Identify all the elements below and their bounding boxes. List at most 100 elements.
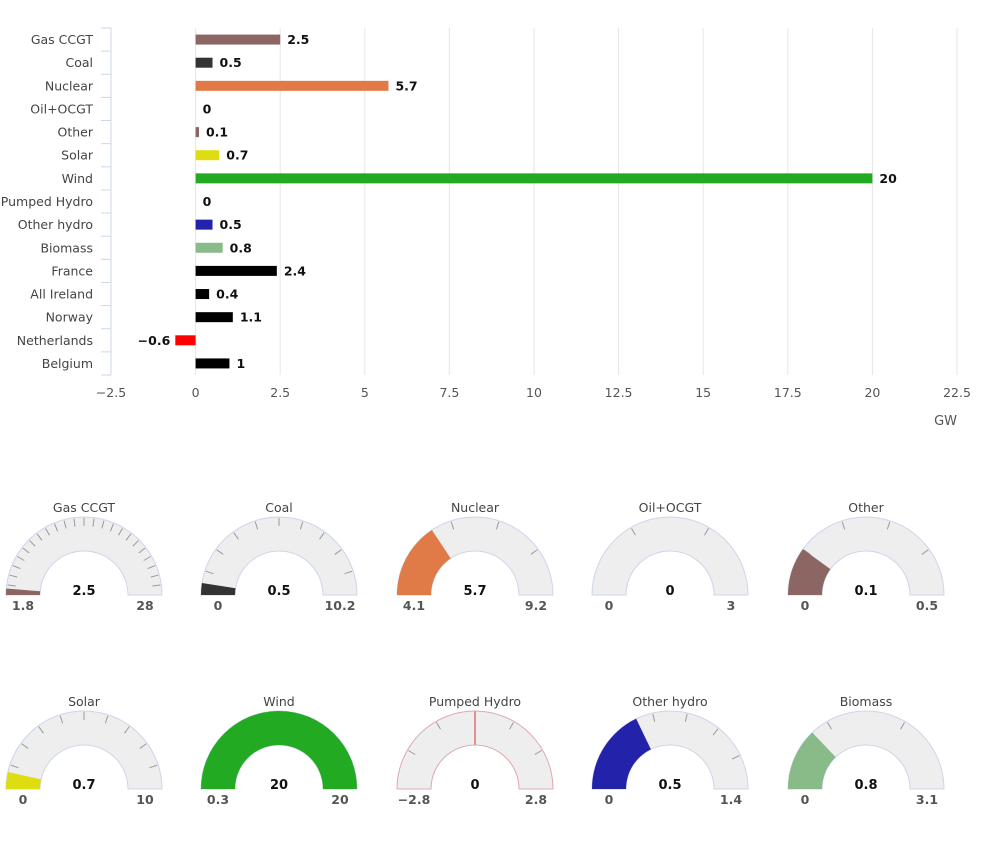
gauge-fill-other bbox=[788, 549, 831, 595]
data-label-biomass: 0.8 bbox=[230, 240, 252, 255]
gauge-tick-pumped-hydro-2 bbox=[436, 722, 441, 730]
gauge-solar: Solar 0.7 0 10 bbox=[5, 694, 163, 807]
x-tick-label-10: 22.5 bbox=[943, 385, 971, 400]
gauge-tick-gas-ccgt-17 bbox=[125, 533, 132, 541]
gauge-wind: Wind 20 0.3 20 bbox=[200, 694, 358, 807]
gauge-tick-gas-ccgt-9 bbox=[54, 523, 59, 532]
gauge-fill-wind bbox=[201, 710, 357, 789]
data-label-nuclear: 5.7 bbox=[395, 78, 417, 93]
bar-other-hydro bbox=[195, 219, 213, 230]
data-label-all-ireland: 0.4 bbox=[216, 287, 238, 302]
x-tick-label-4: 7.5 bbox=[439, 385, 459, 400]
gauge-tick-solar-8 bbox=[139, 743, 147, 749]
gauge-min-other-hydro: 0 bbox=[605, 792, 614, 807]
gauge-tick-solar-2 bbox=[21, 743, 29, 749]
bar-solar bbox=[195, 150, 220, 161]
gauge-tick-gas-ccgt-14 bbox=[101, 520, 105, 529]
gauge-tick-gas-ccgt-20 bbox=[143, 556, 151, 561]
gauge-title-wind: Wind bbox=[263, 694, 294, 709]
gauge-min-coal: 0 bbox=[214, 598, 223, 613]
gauge-max-gas-ccgt: 28 bbox=[136, 598, 153, 613]
gauge-tick-nuclear-4 bbox=[530, 549, 538, 555]
gauge-oil-ocgt: Oil+OCGT 0 0 3 bbox=[591, 500, 749, 613]
gauge-max-coal: 10.2 bbox=[325, 598, 356, 613]
x-tick-label-7: 15 bbox=[695, 385, 711, 400]
gauge-max-solar: 10 bbox=[136, 792, 154, 807]
gauge-tick-gas-ccgt-4 bbox=[17, 556, 25, 561]
gauge-title-oil-ocgt: Oil+OCGT bbox=[639, 500, 702, 515]
gauge-tick-biomass-1 bbox=[827, 722, 832, 730]
gauge-fill-nuclear bbox=[397, 529, 451, 595]
gauge-tick-pumped-hydro-1 bbox=[408, 750, 416, 755]
category-label-oil-ocgt: Oil+OCGT bbox=[30, 101, 93, 116]
gauge-coal: Coal 0.5 0 10.2 bbox=[200, 500, 358, 613]
category-label-france: France bbox=[51, 263, 93, 278]
gauge-tick-oil-ocgt-1 bbox=[631, 528, 636, 536]
data-label-belgium: 1 bbox=[236, 356, 245, 371]
x-tick-label-3: 5 bbox=[361, 385, 369, 400]
gauge-min-biomass: 0 bbox=[801, 792, 810, 807]
data-label-pumped-hydro: 0 bbox=[203, 194, 212, 209]
gauge-tick-gas-ccgt-1 bbox=[7, 584, 16, 587]
category-label-belgium: Belgium bbox=[42, 356, 93, 371]
bar-chart-bars: 2.5 0.5 5.7 0 0.1 0.7 20 0 0.5 0.8 2.4 0.41.1 −0.6 1 bbox=[138, 32, 897, 371]
gauge-other-hydro: Other hydro 0.5 0 1.4 bbox=[591, 694, 749, 807]
bar-belgium bbox=[195, 358, 230, 369]
gauge-min-solar: 0 bbox=[19, 792, 28, 807]
data-label-netherlands: −0.6 bbox=[138, 333, 171, 348]
gauge-value-solar: 0.7 bbox=[72, 778, 95, 793]
gauge-tick-other-hydro-4 bbox=[684, 713, 688, 722]
category-label-other-hydro: Other hydro bbox=[18, 217, 93, 232]
gauge-value-other: 0.1 bbox=[854, 584, 877, 599]
gauge-outline-pumped-hydro bbox=[396, 710, 554, 790]
gauge-tick-gas-ccgt-22 bbox=[150, 574, 159, 578]
x-tick-label-9: 20 bbox=[864, 385, 880, 400]
gauge-background-coal bbox=[200, 516, 358, 596]
gauge-background-oil-ocgt bbox=[591, 516, 749, 596]
gauge-title-pumped-hydro: Pumped Hydro bbox=[429, 694, 521, 709]
gauge-tick-other-1 bbox=[803, 549, 811, 555]
gauge-max-other-hydro: 1.4 bbox=[720, 792, 742, 807]
gauge-background-gas-ccgt bbox=[5, 516, 163, 596]
gauge-tick-other-2 bbox=[841, 521, 846, 530]
bar-biomass bbox=[195, 242, 223, 253]
gauge-min-nuclear: 4.1 bbox=[403, 598, 425, 613]
x-tick-label-6: 12.5 bbox=[605, 385, 633, 400]
gauge-value-biomass: 0.8 bbox=[854, 778, 877, 793]
bar-netherlands bbox=[175, 335, 196, 346]
gauge-biomass: Biomass 0.8 0 3.1 bbox=[787, 694, 945, 807]
bar-chart-x-axis: −2.5 0 2.5 5 7.5 10 12.5 15 17.5 20 22.5 bbox=[96, 385, 971, 400]
gauge-background-other bbox=[787, 516, 945, 596]
gauge-tick-gas-ccgt-10 bbox=[63, 520, 67, 529]
category-label-gas-ccgt: Gas CCGT bbox=[31, 32, 94, 47]
gauge-fill-biomass bbox=[788, 732, 836, 789]
gauge-tick-other-hydro-6 bbox=[731, 755, 740, 760]
category-label-wind: Wind bbox=[62, 171, 93, 186]
gauge-tick-coal-6 bbox=[299, 521, 304, 530]
gauge-tick-solar-6 bbox=[104, 715, 109, 724]
gauge-tick-solar-9 bbox=[149, 764, 158, 769]
category-label-solar: Solar bbox=[61, 148, 94, 163]
gauge-tick-gas-ccgt-7 bbox=[36, 533, 43, 541]
data-label-france: 2.4 bbox=[284, 263, 306, 278]
bar-chart-x-axis-unit: GW bbox=[934, 414, 957, 429]
gauge-fill-coal bbox=[201, 583, 236, 595]
gauge-tick-other-hydro-5 bbox=[712, 728, 719, 736]
gauge-tick-gas-ccgt-15 bbox=[109, 523, 114, 532]
gauge-tick-gas-ccgt-2 bbox=[9, 574, 18, 578]
gauge-tick-other-4 bbox=[921, 549, 929, 555]
bar-chart-gridlines bbox=[195, 28, 958, 375]
gauge-other: Other 0.1 0 0.5 bbox=[787, 500, 945, 613]
gauge-tick-coal-8 bbox=[334, 549, 342, 555]
gauge-tick-gas-ccgt-3 bbox=[12, 565, 21, 570]
bar-norway bbox=[195, 312, 233, 323]
gauge-title-other-hydro: Other hydro bbox=[632, 694, 707, 709]
gauge-value-oil-ocgt: 0 bbox=[665, 584, 674, 599]
gauge-max-wind: 20 bbox=[331, 792, 349, 807]
gauge-fill-solar bbox=[6, 771, 42, 789]
bar-other bbox=[195, 127, 199, 138]
gauge-tick-coal-3 bbox=[233, 532, 239, 540]
gauge-tick-other-3 bbox=[886, 521, 891, 530]
gauge-max-other: 0.5 bbox=[916, 598, 938, 613]
